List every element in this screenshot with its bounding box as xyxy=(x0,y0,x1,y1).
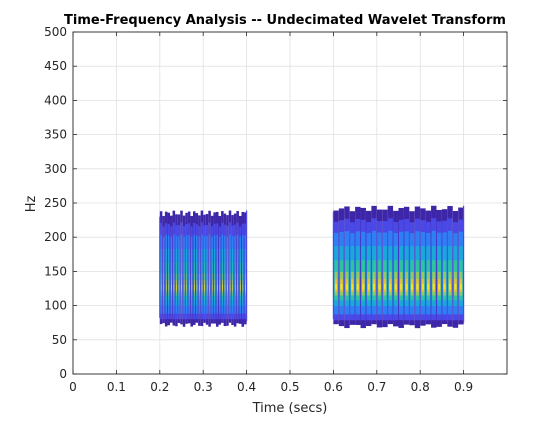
y-tick-label: 450 xyxy=(44,59,67,73)
spectrogram-burst-level xyxy=(189,284,190,291)
x-tick-label: 0.2 xyxy=(150,380,169,394)
spectrogram-burst-level xyxy=(183,284,185,291)
y-tick-label: 0 xyxy=(59,367,67,381)
spectrogram-burst-level xyxy=(229,284,231,291)
spectrogram-burst-level xyxy=(240,284,241,291)
spectrogram-burst-level xyxy=(421,283,424,290)
spectrogram-burst-level xyxy=(163,284,165,291)
spectrogram-burst-level xyxy=(196,284,198,291)
spectrogram-burst-level xyxy=(214,284,216,291)
spectrogram xyxy=(159,205,465,329)
spectrogram-burst-level xyxy=(400,283,403,290)
y-tick-label: 150 xyxy=(44,264,67,278)
spectrogram-burst-level xyxy=(222,284,223,291)
x-tick-label: 0.4 xyxy=(237,380,256,394)
spectrogram-burst-level xyxy=(432,283,435,290)
y-tick-label: 100 xyxy=(44,299,67,313)
spectrogram-burst-level xyxy=(181,284,182,291)
y-tick-label: 350 xyxy=(44,128,67,142)
y-tick-label: 250 xyxy=(44,196,67,210)
spectrogram-burst-level xyxy=(389,283,392,290)
spectrogram-burst-level xyxy=(416,283,419,290)
spectrogram-burst-level xyxy=(176,284,177,291)
spectrogram-burst-level xyxy=(394,283,397,290)
x-tick-label: 0 xyxy=(69,380,77,394)
spectrogram-burst-level xyxy=(367,283,370,290)
spectrogram-burst-level xyxy=(340,283,343,290)
spectrogram-burst-level xyxy=(191,284,193,291)
x-tick-label: 0.5 xyxy=(280,380,299,394)
x-tick-label: 0.7 xyxy=(367,380,386,394)
spectrogram-burst-level xyxy=(378,283,381,290)
y-tick-label: 500 xyxy=(44,25,67,39)
spectrogram-burst-level xyxy=(411,283,414,290)
spectrogram-burst-level xyxy=(449,283,451,290)
spectrogram-burst-level xyxy=(335,283,338,290)
spectrogram-burst-level xyxy=(454,283,457,290)
spectrogram-burst-level xyxy=(351,283,354,290)
x-tick-label: 0.1 xyxy=(107,380,126,394)
axes-box xyxy=(72,31,508,375)
spectrogram-burst-level xyxy=(346,283,348,290)
x-tick-label: 0.8 xyxy=(411,380,430,394)
spectrogram-burst-level xyxy=(178,284,180,291)
spectrogram-burst-level xyxy=(166,284,167,291)
spectrogram-burst-level xyxy=(443,283,446,290)
x-tick-label: 0.6 xyxy=(324,380,343,394)
spectrogram-burst-level xyxy=(199,284,200,291)
spectrogram-burst-level xyxy=(217,284,218,291)
spectrogram-burst-level xyxy=(234,284,236,291)
spectrogram-burst-level xyxy=(209,284,210,291)
spectrogram-burst-level xyxy=(232,284,233,291)
spectrogram-burst-level xyxy=(237,284,239,291)
y-axis-label: Hz xyxy=(24,196,39,213)
spectrogram-burst-level xyxy=(201,284,203,291)
y-tick-label: 400 xyxy=(44,93,67,107)
spectrogram-burst-level xyxy=(168,284,170,291)
spectrogram-burst-level xyxy=(173,284,175,291)
spectrogram-burst-level xyxy=(219,284,221,291)
spectrogram-burst-level xyxy=(438,283,441,290)
chart-title: Time-Frequency Analysis -- Undecimated W… xyxy=(64,13,506,28)
tick-labels: 0 0.1 0.2 0.3 0.4 0.5 0.6 0.7 0.8 0.9 0 50 100 150 200… xyxy=(44,25,473,394)
x-tick-label: 0.3 xyxy=(194,380,213,394)
spectrogram-burst-level xyxy=(356,283,359,290)
spectrogram-burst-level xyxy=(206,284,208,291)
y-tick-label: 200 xyxy=(44,230,67,244)
spectrogram-burst-level xyxy=(194,284,195,291)
spectrogram-burst-level xyxy=(227,284,228,291)
spectrogram-burst-level xyxy=(427,283,430,290)
spectrogram-burst-level xyxy=(212,284,213,291)
spectrogram-burst-level xyxy=(186,284,187,291)
spectrogram-burst-level xyxy=(224,284,226,291)
spectrogram-burst-level xyxy=(245,284,246,291)
spectrogram-burst-level xyxy=(204,284,205,291)
axes xyxy=(72,31,508,375)
y-tick-label: 50 xyxy=(52,333,67,347)
spectrogram-burst-level xyxy=(362,283,365,290)
spectrogram-burst-level xyxy=(373,283,376,290)
spectrogram-burst-level xyxy=(459,283,462,290)
spectrogram-burst-level xyxy=(383,283,386,290)
x-axis-label: Time (secs) xyxy=(252,401,328,416)
spectrogram-burst-level xyxy=(160,284,162,291)
y-tick-label: 300 xyxy=(44,162,67,176)
spectrogram-segment xyxy=(332,205,465,329)
spectrogram-segment xyxy=(159,210,248,327)
x-tick-label: 0.9 xyxy=(454,380,473,394)
spectrogram-burst-level xyxy=(405,283,408,290)
spectrogram-burst-level xyxy=(242,284,244,291)
spectrogram-burst-level xyxy=(171,284,172,291)
